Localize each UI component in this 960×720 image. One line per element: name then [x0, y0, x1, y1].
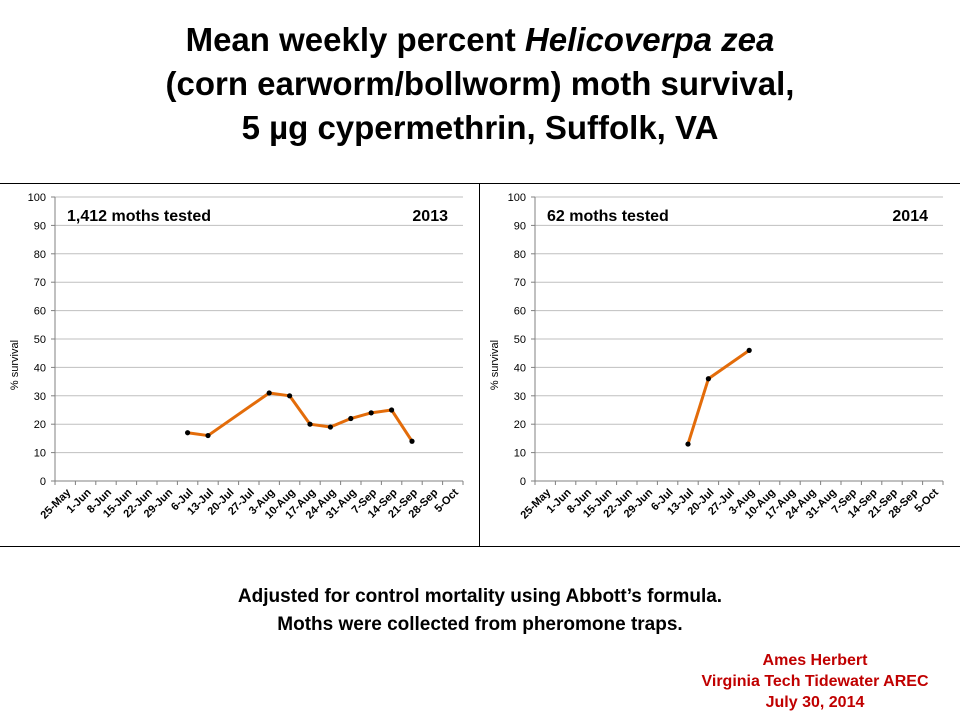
y-tick-label: 30: [34, 391, 46, 403]
credit-name: Ames Herbert: [762, 652, 868, 669]
y-tick-label: 50: [34, 334, 46, 346]
y-tick-label: 100: [508, 192, 526, 204]
data-point: [409, 438, 415, 444]
title-line-1: Mean weekly percent Helicoverpa zea: [185, 21, 775, 58]
y-tick-label: 20: [514, 419, 526, 431]
title-line-2: (corn earworm/bollworm) moth survival,: [165, 65, 795, 102]
data-point: [185, 430, 191, 436]
y-axis-label: % survival: [9, 340, 21, 390]
credit-block: Ames Herbert Virginia Tech Tidewater ARE…: [660, 650, 960, 713]
x-tick-label: 5-Oct: [913, 486, 942, 515]
y-tick-label: 0: [40, 476, 46, 488]
y-tick-label: 40: [514, 362, 526, 374]
data-point: [746, 347, 752, 353]
y-tick-label: 70: [34, 277, 46, 289]
moths-tested-annotation: 62 moths tested: [547, 208, 669, 225]
y-tick-label: 40: [34, 362, 46, 374]
data-point: [266, 390, 272, 396]
data-point: [685, 441, 691, 447]
y-tick-label: 90: [514, 220, 526, 232]
y-tick-label: 50: [514, 334, 526, 346]
series-line-2013: [187, 391, 414, 443]
slide-title: Mean weekly percent Helicoverpa zea (cor…: [0, 18, 960, 150]
year-label: 2013: [412, 208, 448, 225]
data-point: [705, 376, 711, 382]
footnote-line-2: Moths were collected from pheromone trap…: [277, 614, 683, 635]
data-point: [205, 432, 211, 439]
x-tick-label: 5-Oct: [433, 486, 462, 515]
y-tick-label: 60: [34, 306, 46, 318]
y-tick-label: 30: [514, 391, 526, 403]
chart-2014: 0 10 20 30 40 50 60 70 80 90 100% survival 25-May 1-…: [480, 183, 960, 547]
data-point: [307, 421, 313, 427]
y-tick-label: 100: [28, 192, 46, 204]
data-point: [327, 424, 333, 430]
data-point: [348, 415, 354, 422]
series-line-2014: [686, 349, 751, 445]
species-name: Helicoverpa zea: [524, 21, 775, 58]
y-tick-label: 80: [34, 249, 46, 261]
footnote-line-1: Adjusted for control mortality using Abb…: [237, 586, 723, 607]
moths-tested-annotation: 1,412 moths tested: [67, 208, 211, 225]
y-tick-label: 70: [514, 277, 526, 289]
y-tick-label: 10: [514, 448, 526, 460]
chart-2013: 0 10 20 30 40 50 60 70 80 90 100% survival 25-May 1-…: [0, 183, 480, 547]
y-tick-label: 60: [514, 306, 526, 318]
credit-organization: Virginia Tech Tidewater AREC: [701, 673, 929, 690]
data-point: [389, 407, 395, 413]
data-point: [287, 393, 293, 399]
data-point: [368, 410, 374, 416]
year-label: 2014: [892, 208, 928, 225]
y-tick-label: 80: [514, 249, 526, 261]
y-tick-label: 90: [34, 220, 46, 232]
y-axis-label: % survival: [489, 340, 501, 390]
footnote: Adjusted for control mortality using Abb…: [0, 583, 960, 639]
y-tick-label: 0: [520, 476, 526, 488]
title-line-3: 5 µg cypermethrin, Suffolk, VA: [241, 109, 719, 146]
y-tick-label: 10: [34, 448, 46, 460]
y-tick-label: 20: [34, 419, 46, 431]
credit-date: July 30, 2014: [765, 694, 865, 711]
